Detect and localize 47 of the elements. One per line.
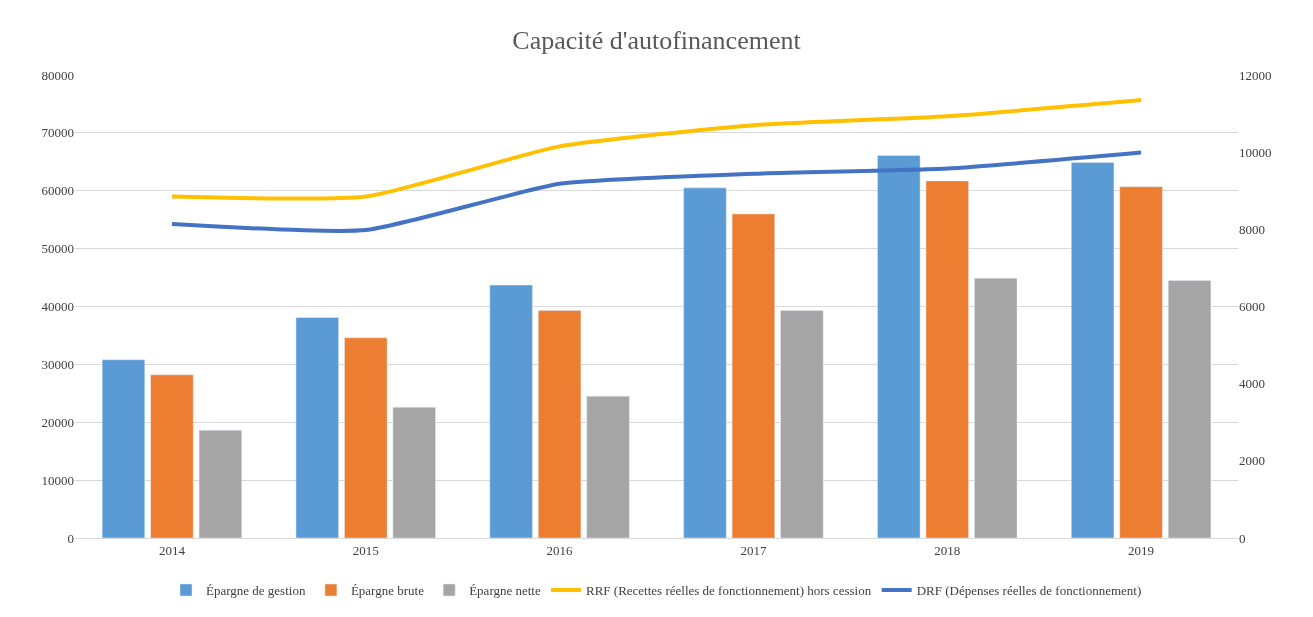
line-series — [169, 150, 1144, 233]
y2-tick-label: 2000 — [1239, 453, 1265, 469]
bar — [101, 359, 146, 538]
y2-tick-label: 12000 — [1239, 67, 1272, 83]
bar — [974, 277, 1018, 538]
y2-tick-label: 0 — [1239, 530, 1246, 546]
bar — [538, 310, 582, 538]
bar — [731, 213, 775, 538]
x-tick-label: 2015 — [352, 542, 379, 558]
y-tick-label: 10000 — [41, 472, 74, 488]
legend-label: Épargne brute — [350, 583, 425, 599]
y-tick-label: 80000 — [41, 67, 74, 83]
chart-title: Capacité d'autofinancement — [512, 26, 802, 56]
y2-tick-label: 4000 — [1239, 376, 1265, 392]
x-tick-label: 2014 — [158, 542, 186, 558]
bar — [1071, 162, 1115, 538]
bar — [198, 430, 242, 538]
y-tick-label: 0 — [67, 530, 74, 546]
y-tick-label: 20000 — [41, 414, 74, 430]
y-tick-label: 40000 — [41, 299, 74, 315]
bar — [489, 284, 533, 538]
y2-tick-label: 10000 — [1239, 144, 1272, 160]
x-tick-label: 2018 — [934, 542, 961, 558]
bar — [586, 395, 630, 538]
y2-tick-label: 8000 — [1239, 221, 1265, 237]
y-tick-label: 30000 — [41, 356, 74, 372]
bar — [925, 180, 969, 538]
y-tick-label: 50000 — [41, 241, 74, 257]
bar — [780, 310, 824, 538]
legend-label: Épargne nette — [469, 583, 541, 599]
x-tick-label: 2017 — [740, 542, 767, 558]
bar — [1167, 280, 1212, 538]
y-tick-label: 60000 — [41, 183, 74, 199]
x-tick-label: 2016 — [546, 542, 574, 558]
bar — [295, 317, 339, 538]
bar — [150, 374, 194, 538]
legend-label: Épargne de gestion — [206, 583, 306, 599]
y-tick-label: 70000 — [41, 125, 74, 141]
bar — [344, 337, 388, 538]
y2-tick-label: 6000 — [1239, 299, 1265, 315]
legend-label: RRF (Recettes réelles de fonctionnement) hors cession — [585, 583, 872, 599]
bar — [683, 187, 727, 538]
bar — [877, 155, 921, 538]
bar — [392, 406, 436, 538]
bar — [1119, 186, 1163, 538]
legend-label: DRF (Dépenses réelles de fonctionnement) — [916, 583, 1142, 599]
x-tick-label: 2019 — [1128, 542, 1155, 558]
